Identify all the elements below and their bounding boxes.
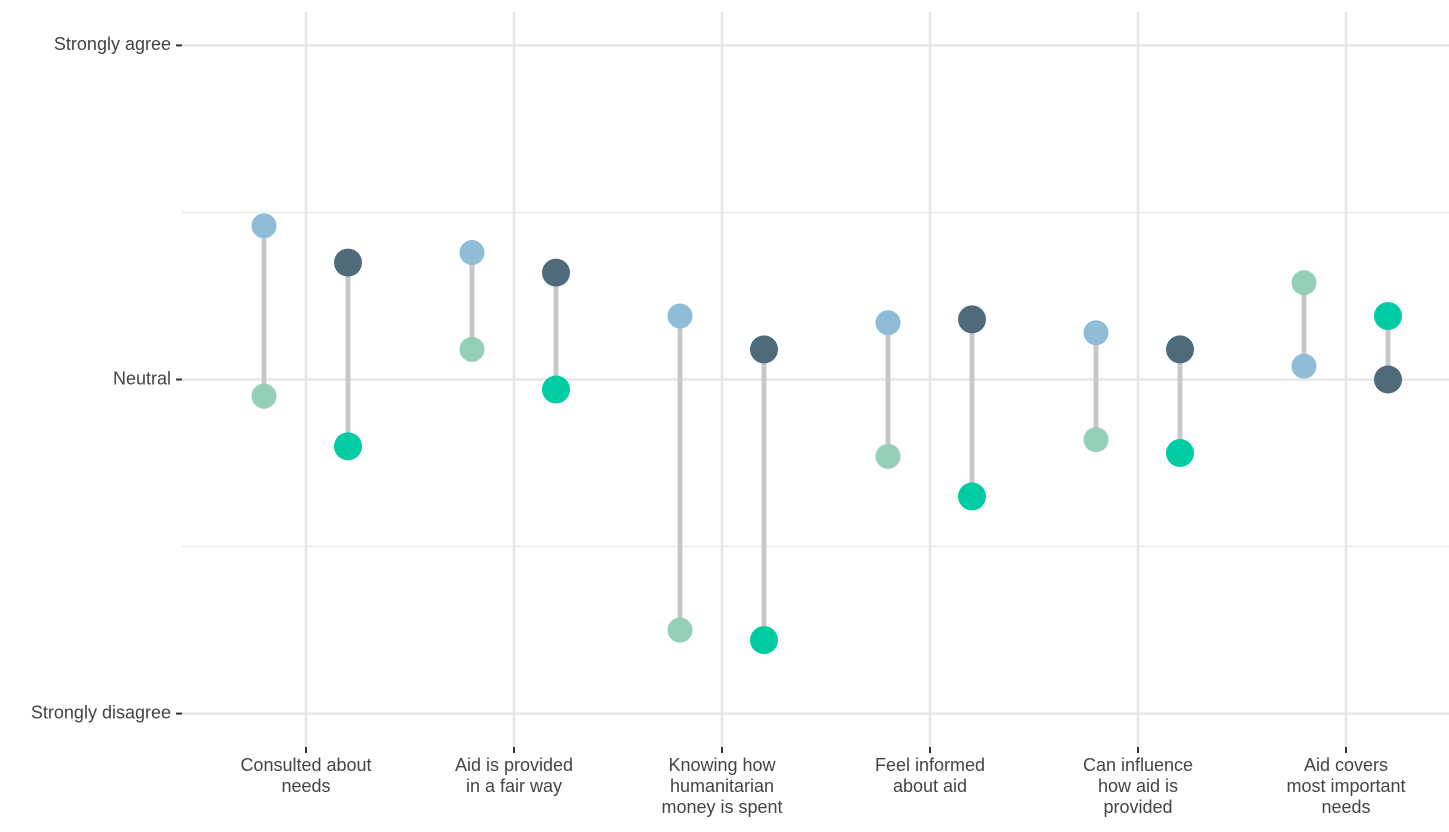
dot [750,335,778,364]
x-tick-label: Can influence how aid is provided [1082,755,1194,817]
dot [875,310,901,336]
dot [667,303,693,329]
dot [1291,353,1317,379]
dot [958,305,986,334]
dot [667,617,693,643]
dot [1166,335,1194,364]
dot [1166,439,1194,467]
dot [1083,427,1109,453]
x-tick-label: Feel informed about aid [874,755,986,796]
dot [542,375,570,404]
x-tick-label: Aid covers most important needs [1286,755,1406,817]
dot [542,258,570,287]
y-tick-label: Neutral [113,368,171,388]
dot [1374,302,1402,331]
x-tick-label: Consulted about needs [240,755,372,796]
dot [459,240,485,266]
y-tick-label: Strongly agree [54,34,171,54]
x-tick-label: Knowing how humanitarian money is spent [661,755,783,817]
dot [334,432,362,461]
dot [1374,365,1402,394]
dot [1083,320,1109,346]
dot [1291,270,1317,296]
x-tick-label: Aid is provided in a fair way [454,755,574,796]
dot [875,443,901,469]
y-tick-label: Strongly disagree [31,702,171,722]
dot [334,248,362,277]
dot [958,482,986,511]
dot [251,383,277,409]
dot [251,213,277,239]
dot [459,336,485,362]
dot [750,626,778,655]
